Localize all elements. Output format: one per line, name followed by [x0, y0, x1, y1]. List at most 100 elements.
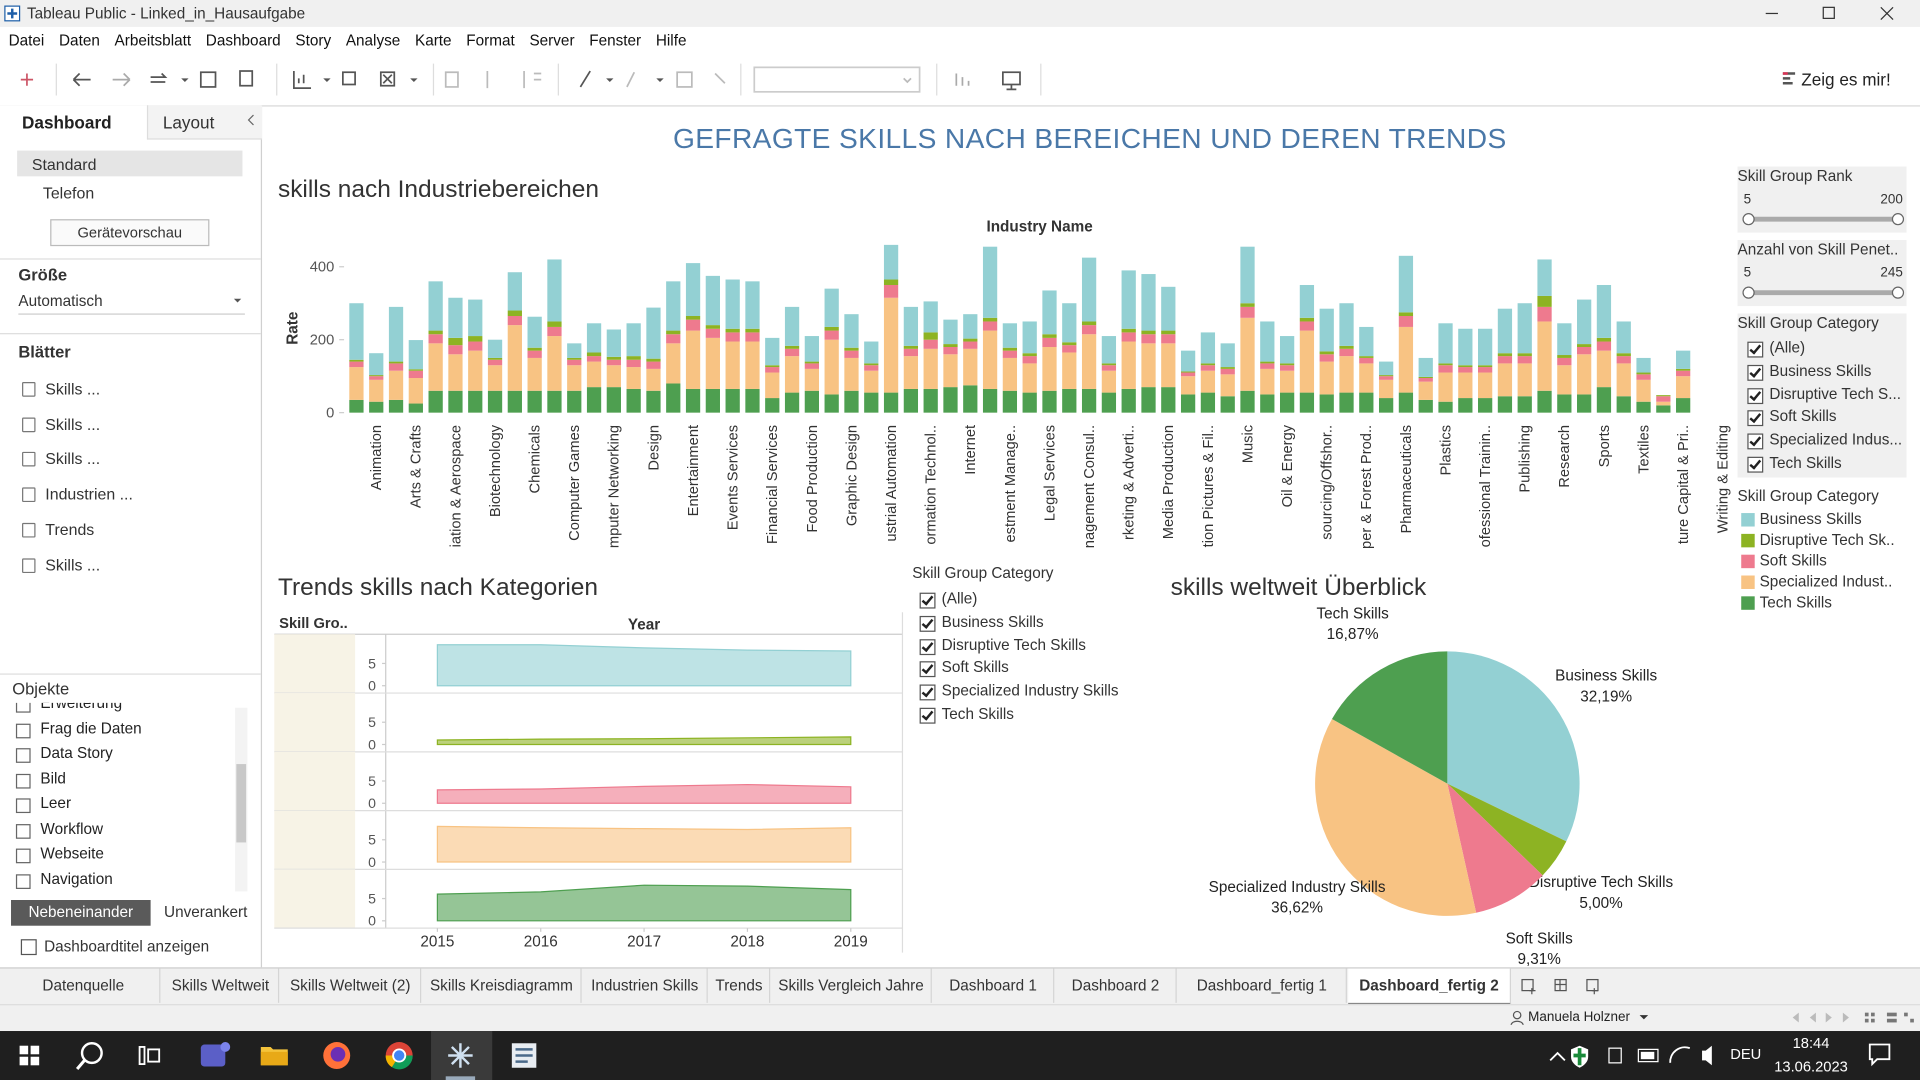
checkbox-label[interactable]: (Alle) — [1769, 339, 1806, 357]
language[interactable]: DEU — [1730, 1045, 1762, 1063]
user-dropdown[interactable] — [1638, 1013, 1650, 1023]
checkbox[interactable] — [919, 592, 936, 609]
sheet-tab[interactable]: Skills Kreisdiagramm — [422, 968, 582, 1003]
bar-segment — [1478, 328, 1493, 366]
x-tick-label: Design — [646, 425, 662, 471]
menu-item[interactable]: Server — [529, 31, 575, 49]
preview-button[interactable]: Gerätevorschau — [50, 219, 210, 247]
bar-segment — [784, 392, 800, 413]
notifications-icon[interactable] — [1866, 1041, 1893, 1068]
object-item[interactable]: Navigation — [40, 870, 113, 888]
sheet-tab[interactable]: Skills Weltweit (2) — [280, 968, 422, 1003]
checkbox[interactable] — [1747, 410, 1764, 427]
menu-item[interactable]: Story — [295, 31, 332, 49]
menu-item[interactable]: Daten — [59, 31, 100, 49]
object-item[interactable]: Workflow — [40, 819, 104, 837]
checkbox-label[interactable]: Soft Skills — [941, 659, 1009, 677]
object-item[interactable]: Webseite — [40, 844, 104, 863]
checkbox[interactable] — [919, 615, 936, 632]
sheet-tab[interactable]: Datenquelle — [7, 968, 161, 1003]
menu-item[interactable]: Dashboard — [205, 31, 281, 49]
checkbox-label[interactable]: Soft Skills — [1769, 408, 1837, 426]
sheet-item[interactable]: Industrien ... — [45, 485, 133, 504]
sheet-item[interactable]: Skills ... — [45, 555, 101, 574]
sheet-tab[interactable]: Dashboard 1 — [933, 968, 1055, 1003]
sheet-tab[interactable]: Skills Weltweit — [163, 968, 280, 1003]
sheet-tab[interactable]: Dashboard_fertig 2 — [1348, 968, 1512, 1006]
checkbox-label[interactable]: Business Skills — [1769, 362, 1872, 380]
sheet-tab[interactable]: Dashboard 2 — [1056, 968, 1177, 1003]
x-tick-label: Legal Services — [1042, 425, 1058, 521]
show-me-button[interactable]: Zeig es mir! — [1801, 69, 1891, 90]
collapse-icon[interactable] — [245, 113, 257, 128]
menu-item[interactable]: Arbeitsblatt — [114, 31, 192, 49]
checkbox[interactable] — [919, 638, 936, 655]
slider-track[interactable] — [1746, 290, 1898, 296]
checkbox[interactable] — [1747, 341, 1764, 358]
checkbox-label[interactable]: (Alle) — [941, 590, 978, 608]
menu-item[interactable]: Fenster — [589, 31, 642, 49]
taskbar-apps[interactable] — [0, 1031, 563, 1080]
checkbox[interactable] — [919, 707, 936, 724]
sheet-tab[interactable]: Skills Vergleich Jahre — [771, 968, 932, 1003]
menu-item[interactable]: Hilfe — [655, 31, 687, 49]
sidebar-tab[interactable]: Layout — [162, 112, 215, 133]
filter-max: 245 — [1880, 265, 1903, 281]
sheet-icon — [22, 382, 36, 397]
checkbox[interactable] — [1747, 387, 1764, 404]
slider-thumb[interactable] — [1891, 213, 1905, 226]
sidebar-tab[interactable]: Dashboard — [22, 112, 112, 133]
object-item[interactable]: Frag die Daten — [40, 719, 142, 737]
toolbar-icons[interactable] — [0, 54, 1065, 105]
scrollbar-thumb[interactable] — [236, 764, 247, 843]
checkbox-label[interactable]: Specialized Indus... — [1769, 431, 1903, 449]
system-tray[interactable] — [1543, 1031, 1727, 1080]
sheet-tab[interactable]: Industrien Skills — [583, 968, 708, 1003]
sheet-item[interactable]: Skills ... — [45, 379, 101, 398]
object-item[interactable]: Leer — [40, 794, 72, 812]
checkbox[interactable] — [1747, 433, 1764, 450]
checkbox-label[interactable]: Tech Skills — [1769, 454, 1842, 472]
show-me-icon[interactable] — [1782, 71, 1797, 88]
checkbox[interactable] — [20, 939, 37, 956]
clock-date[interactable]: 13.06.2023 — [1774, 1057, 1848, 1076]
checkbox[interactable] — [919, 661, 936, 678]
sheet-item[interactable]: Skills ... — [45, 414, 101, 434]
navigation-icons[interactable] — [1782, 1008, 1917, 1028]
clock-time[interactable]: 18:44 — [1792, 1034, 1830, 1052]
menu-item[interactable]: Karte — [414, 31, 452, 49]
trend-filter: Skill Group Category (Alle) Business Skill… — [912, 564, 1157, 735]
checkbox-label[interactable]: Disruptive Tech Skills — [941, 636, 1086, 654]
slider-thumb[interactable] — [1891, 286, 1905, 299]
menu-item[interactable]: Format — [466, 31, 515, 49]
menu-item[interactable]: Datei — [8, 31, 45, 49]
device-item[interactable]: Telefon — [42, 183, 95, 203]
checkbox-label[interactable]: Dashboardtitel anzeigen — [44, 937, 210, 956]
bar-segment — [1022, 356, 1037, 364]
user-name[interactable]: Manuela Holzner — [1528, 1010, 1630, 1025]
checkbox-label[interactable]: Specialized Industry Skills — [941, 682, 1119, 700]
menu-item[interactable]: Analyse — [345, 31, 401, 49]
slider-thumb[interactable] — [1742, 286, 1755, 299]
sheet-tab[interactable]: Dashboard_fertig 1 — [1178, 968, 1347, 1003]
object-item[interactable]: Erweiterung — [40, 703, 122, 712]
object-item[interactable]: Bild — [40, 769, 66, 787]
checkbox[interactable] — [1747, 456, 1764, 473]
layout-button[interactable]: Unverankert — [164, 903, 248, 921]
sheet-tab[interactable]: Trends — [709, 968, 771, 1003]
new-sheet-icons[interactable] — [1518, 976, 1610, 996]
size-dropdown[interactable]: Automatisch — [18, 292, 103, 310]
checkbox-label[interactable]: Business Skills — [941, 613, 1044, 631]
slider-track[interactable] — [1746, 216, 1898, 222]
slider-thumb[interactable] — [1742, 213, 1755, 226]
checkbox[interactable] — [919, 684, 936, 701]
sheet-item[interactable]: Skills ... — [45, 449, 101, 469]
sheet-item[interactable]: Trends — [45, 520, 95, 539]
checkbox[interactable] — [1747, 364, 1764, 381]
checkbox-label[interactable]: Tech Skills — [941, 705, 1014, 723]
layout-button-active[interactable]: Nebeneinander — [11, 900, 151, 926]
checkbox-label[interactable]: Disruptive Tech S... — [1769, 385, 1901, 403]
object-item[interactable]: Data Story — [40, 744, 113, 762]
window-controls[interactable] — [1751, 0, 1920, 27]
device-item[interactable]: Standard — [31, 155, 97, 174]
